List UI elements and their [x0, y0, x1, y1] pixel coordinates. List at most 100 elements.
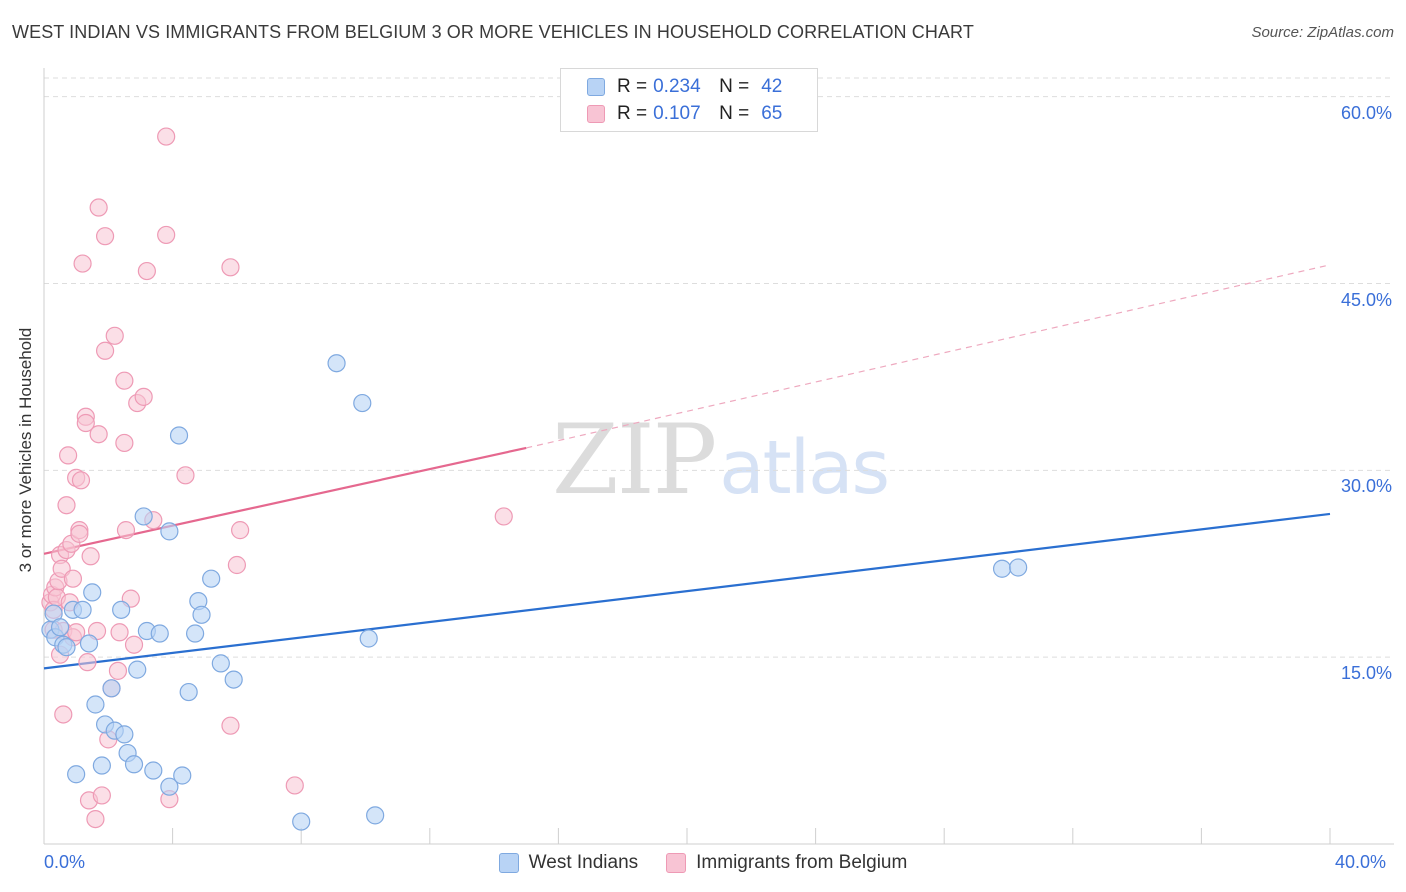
legend-label-west-indians: West Indians: [528, 852, 639, 873]
data-point-west-indians: [112, 600, 131, 619]
data-point-immigrants-from-belgium: [89, 198, 108, 217]
data-point-west-indians: [73, 600, 92, 619]
legend-r-label: R =: [617, 76, 648, 97]
data-point-immigrants-from-belgium: [494, 507, 513, 526]
legend-n-value: 65: [761, 103, 783, 124]
data-point-west-indians: [353, 393, 372, 413]
data-point-immigrants-from-belgium: [89, 425, 108, 444]
data-point-west-indians: [186, 624, 205, 643]
data-point-immigrants-from-belgium: [95, 227, 115, 246]
trend-line-immigrants-from-belgium: [43, 446, 527, 555]
trend-line-west-indians: [43, 512, 1331, 670]
data-point-immigrants-from-belgium: [137, 261, 156, 281]
data-point-immigrants-from-belgium: [86, 809, 105, 829]
trend-line-extension-dashed: [526, 264, 1331, 449]
data-point-west-indians: [83, 583, 102, 602]
data-point-immigrants-from-belgium: [285, 776, 304, 795]
data-point-west-indians: [57, 638, 76, 657]
data-point-immigrants-from-belgium: [73, 254, 92, 273]
data-point-west-indians: [124, 755, 144, 774]
data-point-immigrants-from-belgium: [108, 661, 128, 680]
data-point-west-indians: [160, 777, 179, 796]
source-label: Source: ZipAtlas.com: [1251, 24, 1394, 41]
legend-r-value: 0.234: [653, 76, 701, 97]
data-point-west-indians: [192, 605, 211, 624]
data-point-west-indians: [128, 660, 147, 679]
legend-row-west-indians: R = 0.234 N = 42: [587, 75, 782, 99]
data-point-immigrants-from-belgium: [63, 569, 83, 588]
y-tick-label: 60.0%: [1340, 102, 1392, 123]
data-point-immigrants-from-belgium: [116, 521, 136, 540]
data-point-immigrants-from-belgium: [221, 258, 240, 277]
data-point-west-indians: [67, 765, 86, 784]
data-point-immigrants-from-belgium: [92, 786, 111, 805]
data-point-west-indians: [327, 354, 346, 373]
legend-item-immigrants-from-belgium[interactable]: Immigrants from Belgium: [666, 852, 907, 874]
data-point-immigrants-from-belgium: [134, 387, 153, 406]
data-point-west-indians: [169, 426, 189, 445]
data-point-west-indians: [144, 761, 163, 780]
data-point-west-indians: [224, 670, 243, 689]
data-point-west-indians: [211, 654, 230, 673]
legend-r-value: 0.107: [653, 103, 701, 124]
data-point-immigrants-from-belgium: [59, 446, 78, 465]
data-point-west-indians: [115, 725, 134, 744]
legend-swatch-pink: [666, 853, 687, 873]
data-point-west-indians: [79, 634, 99, 653]
data-point-west-indians: [202, 569, 221, 588]
data-point-west-indians: [134, 507, 153, 526]
data-point-immigrants-from-belgium: [157, 127, 176, 146]
legend-n-value: 42: [761, 76, 783, 97]
data-point-west-indians: [150, 624, 169, 643]
legend-n-label: N =: [719, 103, 750, 124]
legend-r-label: R =: [617, 103, 648, 124]
data-point-immigrants-from-belgium: [76, 413, 95, 433]
x-tick-label: 0.0%: [44, 852, 86, 872]
data-point-immigrants-from-belgium: [78, 653, 97, 672]
axes: [43, 68, 1394, 845]
y-tick-label: 15.0%: [1340, 663, 1392, 684]
grid-lines: [44, 77, 1394, 658]
trend-lines: [43, 264, 1331, 670]
data-point-west-indians: [179, 682, 198, 702]
data-point-west-indians: [50, 618, 70, 637]
data-point-immigrants-from-belgium: [115, 433, 134, 453]
data-point-west-indians: [292, 812, 311, 831]
legend-item-west-indians[interactable]: West Indians: [498, 852, 639, 874]
data-point-immigrants-from-belgium: [71, 471, 91, 490]
data-point-immigrants-from-belgium: [110, 623, 129, 642]
series-west-indians: [41, 354, 1028, 831]
legend-label-immigrants-from-belgium: Immigrants from Belgium: [696, 852, 908, 873]
correlation-legend: R = 0.234 N = 42 R = 0.107 N = 65: [560, 68, 818, 132]
data-point-west-indians: [86, 695, 105, 714]
data-point-immigrants-from-belgium: [54, 705, 73, 724]
legend-n-label: N =: [719, 76, 750, 97]
data-point-west-indians: [160, 522, 179, 541]
data-point-immigrants-from-belgium: [115, 371, 134, 390]
legend-swatch-blue: [587, 78, 605, 96]
data-point-immigrants-from-belgium: [176, 466, 195, 485]
data-point-west-indians: [173, 766, 192, 785]
watermark-atlas: atlas: [719, 425, 890, 511]
x-tick-label: 40.0%: [1335, 852, 1387, 872]
data-point-west-indians: [366, 806, 385, 825]
data-point-immigrants-from-belgium: [157, 225, 176, 245]
data-point-west-indians: [359, 629, 378, 648]
legend-swatch-blue: [498, 853, 519, 873]
data-point-west-indians: [92, 756, 111, 775]
data-point-immigrants-from-belgium: [221, 716, 240, 735]
y-tick-label: 30.0%: [1340, 476, 1392, 497]
legend-swatch-pink: [587, 105, 605, 123]
data-point-immigrants-from-belgium: [81, 547, 100, 566]
data-point-immigrants-from-belgium: [70, 524, 89, 543]
legend-row-immigrants-from-belgium: R = 0.107 N = 65: [587, 102, 782, 126]
chart-title: WEST INDIAN VS IMMIGRANTS FROM BELGIUM 3…: [12, 22, 974, 42]
data-point-immigrants-from-belgium: [227, 555, 246, 575]
data-point-west-indians: [992, 559, 1012, 578]
data-point-immigrants-from-belgium: [105, 326, 124, 345]
data-point-west-indians: [1009, 558, 1028, 577]
data-point-immigrants-from-belgium: [95, 341, 115, 360]
y-tick-label: 45.0%: [1340, 289, 1392, 310]
data-point-immigrants-from-belgium: [57, 496, 76, 515]
